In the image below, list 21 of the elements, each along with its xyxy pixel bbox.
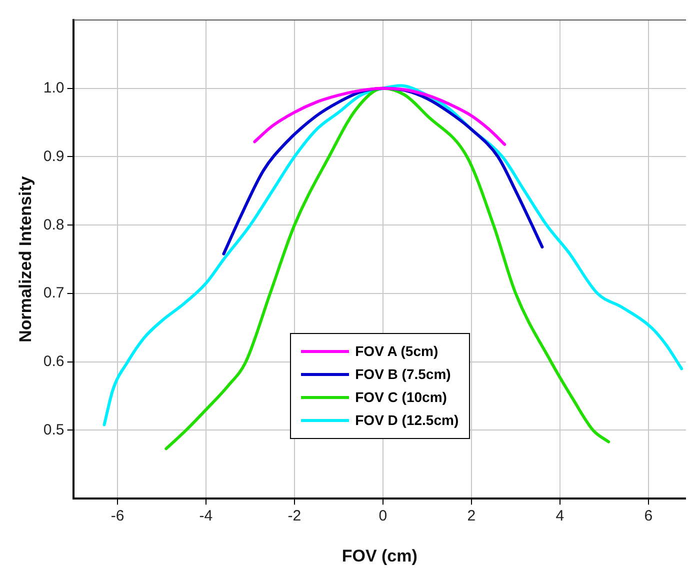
x-tick-label: 6 [644, 508, 653, 525]
x-tick-label: 0 [378, 508, 388, 525]
legend-label: FOV C (10cm) [355, 389, 447, 406]
line-series [102, 84, 684, 426]
y-tick-label: 0.9 [43, 148, 64, 165]
y-axis-title: Normalized Intensity [16, 176, 35, 342]
x-tick-label: -4 [199, 508, 213, 525]
x-axis-title: FOV (cm) [342, 546, 418, 566]
line-series [253, 86, 506, 146]
legend-label: FOV D (12.5cm) [355, 412, 459, 428]
x-tick-label: -2 [288, 508, 302, 525]
x-tick-label: -6 [110, 508, 124, 525]
x-tick-label: 4 [556, 508, 564, 525]
x-tick-label: 2 [467, 508, 476, 525]
y-tick-label: 0.7 [43, 284, 64, 302]
y-tick-label: 1.0 [43, 80, 64, 97]
legend-label: FOV A (5cm) [355, 343, 438, 360]
y-tick-label: 0.5 [43, 421, 64, 438]
legend-label: FOV B (7.5cm) [355, 366, 451, 382]
y-tick-label: 0.8 [43, 216, 64, 234]
y-tick-label: 0.6 [43, 353, 64, 370]
